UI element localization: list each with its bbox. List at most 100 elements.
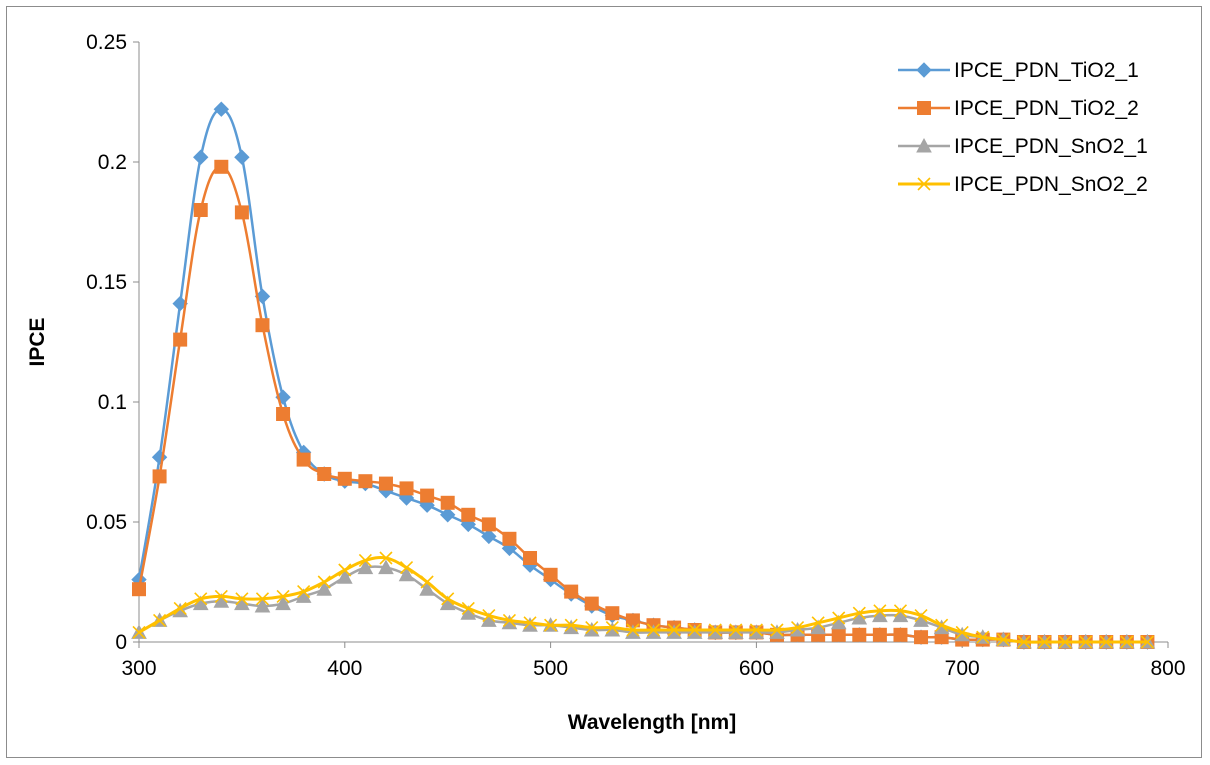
data-point: [1120, 635, 1134, 649]
legend-label: IPCE_PDN_TiO2_1: [954, 59, 1139, 82]
data-point: [1037, 635, 1052, 649]
data-point: [832, 611, 846, 625]
data-point: [235, 592, 249, 606]
data-point: [481, 528, 497, 545]
data-point: [502, 531, 517, 546]
data-point: [420, 488, 435, 503]
legend-label: IPCE_PDN_SnO2_2: [954, 173, 1148, 196]
data-point: [439, 507, 456, 523]
data-point: [173, 332, 188, 347]
x-tick-label: 600: [739, 657, 774, 680]
data-point: [461, 601, 475, 615]
data-point: [357, 559, 374, 575]
data-point: [729, 623, 743, 637]
data-point: [666, 624, 682, 639]
x-tick-label: 700: [945, 657, 980, 680]
legend-marker: [916, 137, 932, 153]
data-point: [255, 592, 270, 606]
data-point: [727, 624, 744, 639]
data-point: [935, 618, 949, 632]
data-point: [461, 507, 476, 522]
data-point: [420, 575, 434, 589]
data-point: [399, 561, 414, 575]
data-point: [523, 616, 537, 630]
data-point: [193, 203, 208, 217]
legend-marker: [917, 101, 931, 115]
data-point: [254, 597, 271, 613]
data-point: [214, 589, 228, 603]
data-point: [686, 624, 703, 639]
data-point: [583, 621, 600, 637]
data-point: [563, 619, 580, 635]
data-point: [482, 609, 496, 623]
data-point: [132, 625, 146, 639]
data-point: [152, 469, 167, 484]
data-point: [194, 592, 208, 606]
data-point: [316, 581, 333, 596]
data-point: [502, 613, 517, 627]
y-tick-label: 0.05: [86, 511, 127, 534]
data-point: [234, 149, 250, 165]
data-point: [523, 551, 538, 565]
data-point: [336, 569, 353, 584]
data-point: [214, 159, 229, 174]
data-point: [440, 495, 455, 510]
data-point: [317, 575, 331, 589]
x-tick-label: 800: [1150, 657, 1185, 680]
data-point: [358, 553, 372, 567]
data-point: [770, 623, 784, 637]
series-layer: [131, 101, 1156, 650]
plot-area: 0 0.05 0.1 0.15 0.2 0.25 300 400 500 600 700 800: [86, 31, 1185, 680]
legend-entry: IPCE_PDN_TiO2_2: [898, 97, 1139, 120]
data-point: [358, 474, 373, 489]
data-point: [893, 604, 908, 618]
data-point: [419, 581, 435, 596]
data-point: [132, 582, 146, 597]
data-point: [646, 623, 661, 637]
data-point: [605, 621, 619, 635]
data-point: [213, 101, 230, 117]
data-point: [790, 621, 805, 635]
data-point: [585, 621, 599, 635]
y-tick-label: 0: [115, 631, 127, 654]
y-axis-title: IPCE: [26, 317, 49, 366]
data-point: [338, 563, 352, 577]
data-point: [481, 517, 496, 532]
x-tick-label: 500: [533, 657, 568, 680]
series-line: [137, 165, 1148, 644]
data-point: [584, 596, 599, 611]
data-point: [872, 627, 887, 642]
data-point: [749, 623, 763, 637]
data-point: [976, 630, 990, 644]
data-point: [605, 606, 620, 621]
data-point: [275, 595, 291, 611]
data-point: [317, 467, 332, 481]
data-point: [708, 623, 722, 637]
data-point: [399, 481, 414, 496]
data-point: [688, 623, 702, 637]
data-point: [255, 318, 270, 333]
legend-entry: IPCE_PDN_SnO2_2: [898, 173, 1148, 196]
x-axis-title: Wavelength [nm]: [568, 711, 736, 734]
data-point: [234, 205, 249, 220]
data-point: [441, 592, 455, 606]
data-point: [626, 623, 640, 637]
data-point: [378, 559, 394, 575]
data-point: [955, 625, 969, 639]
legend-marker: [917, 177, 931, 191]
data-point: [748, 624, 765, 639]
data-point: [604, 621, 621, 637]
data-point: [297, 585, 311, 599]
data-point: [645, 624, 662, 639]
data-point: [873, 604, 887, 618]
data-point: [564, 618, 578, 632]
x-tick-label: 300: [121, 657, 156, 680]
legend-marker: [916, 62, 932, 78]
data-point: [852, 606, 866, 620]
y-tick-label: 0.2: [98, 151, 127, 174]
series-IPCE_PDN_SnO2_2: [132, 551, 1154, 649]
data-point: [1140, 635, 1154, 649]
data-point: [378, 476, 393, 491]
data-point: [1099, 635, 1113, 649]
